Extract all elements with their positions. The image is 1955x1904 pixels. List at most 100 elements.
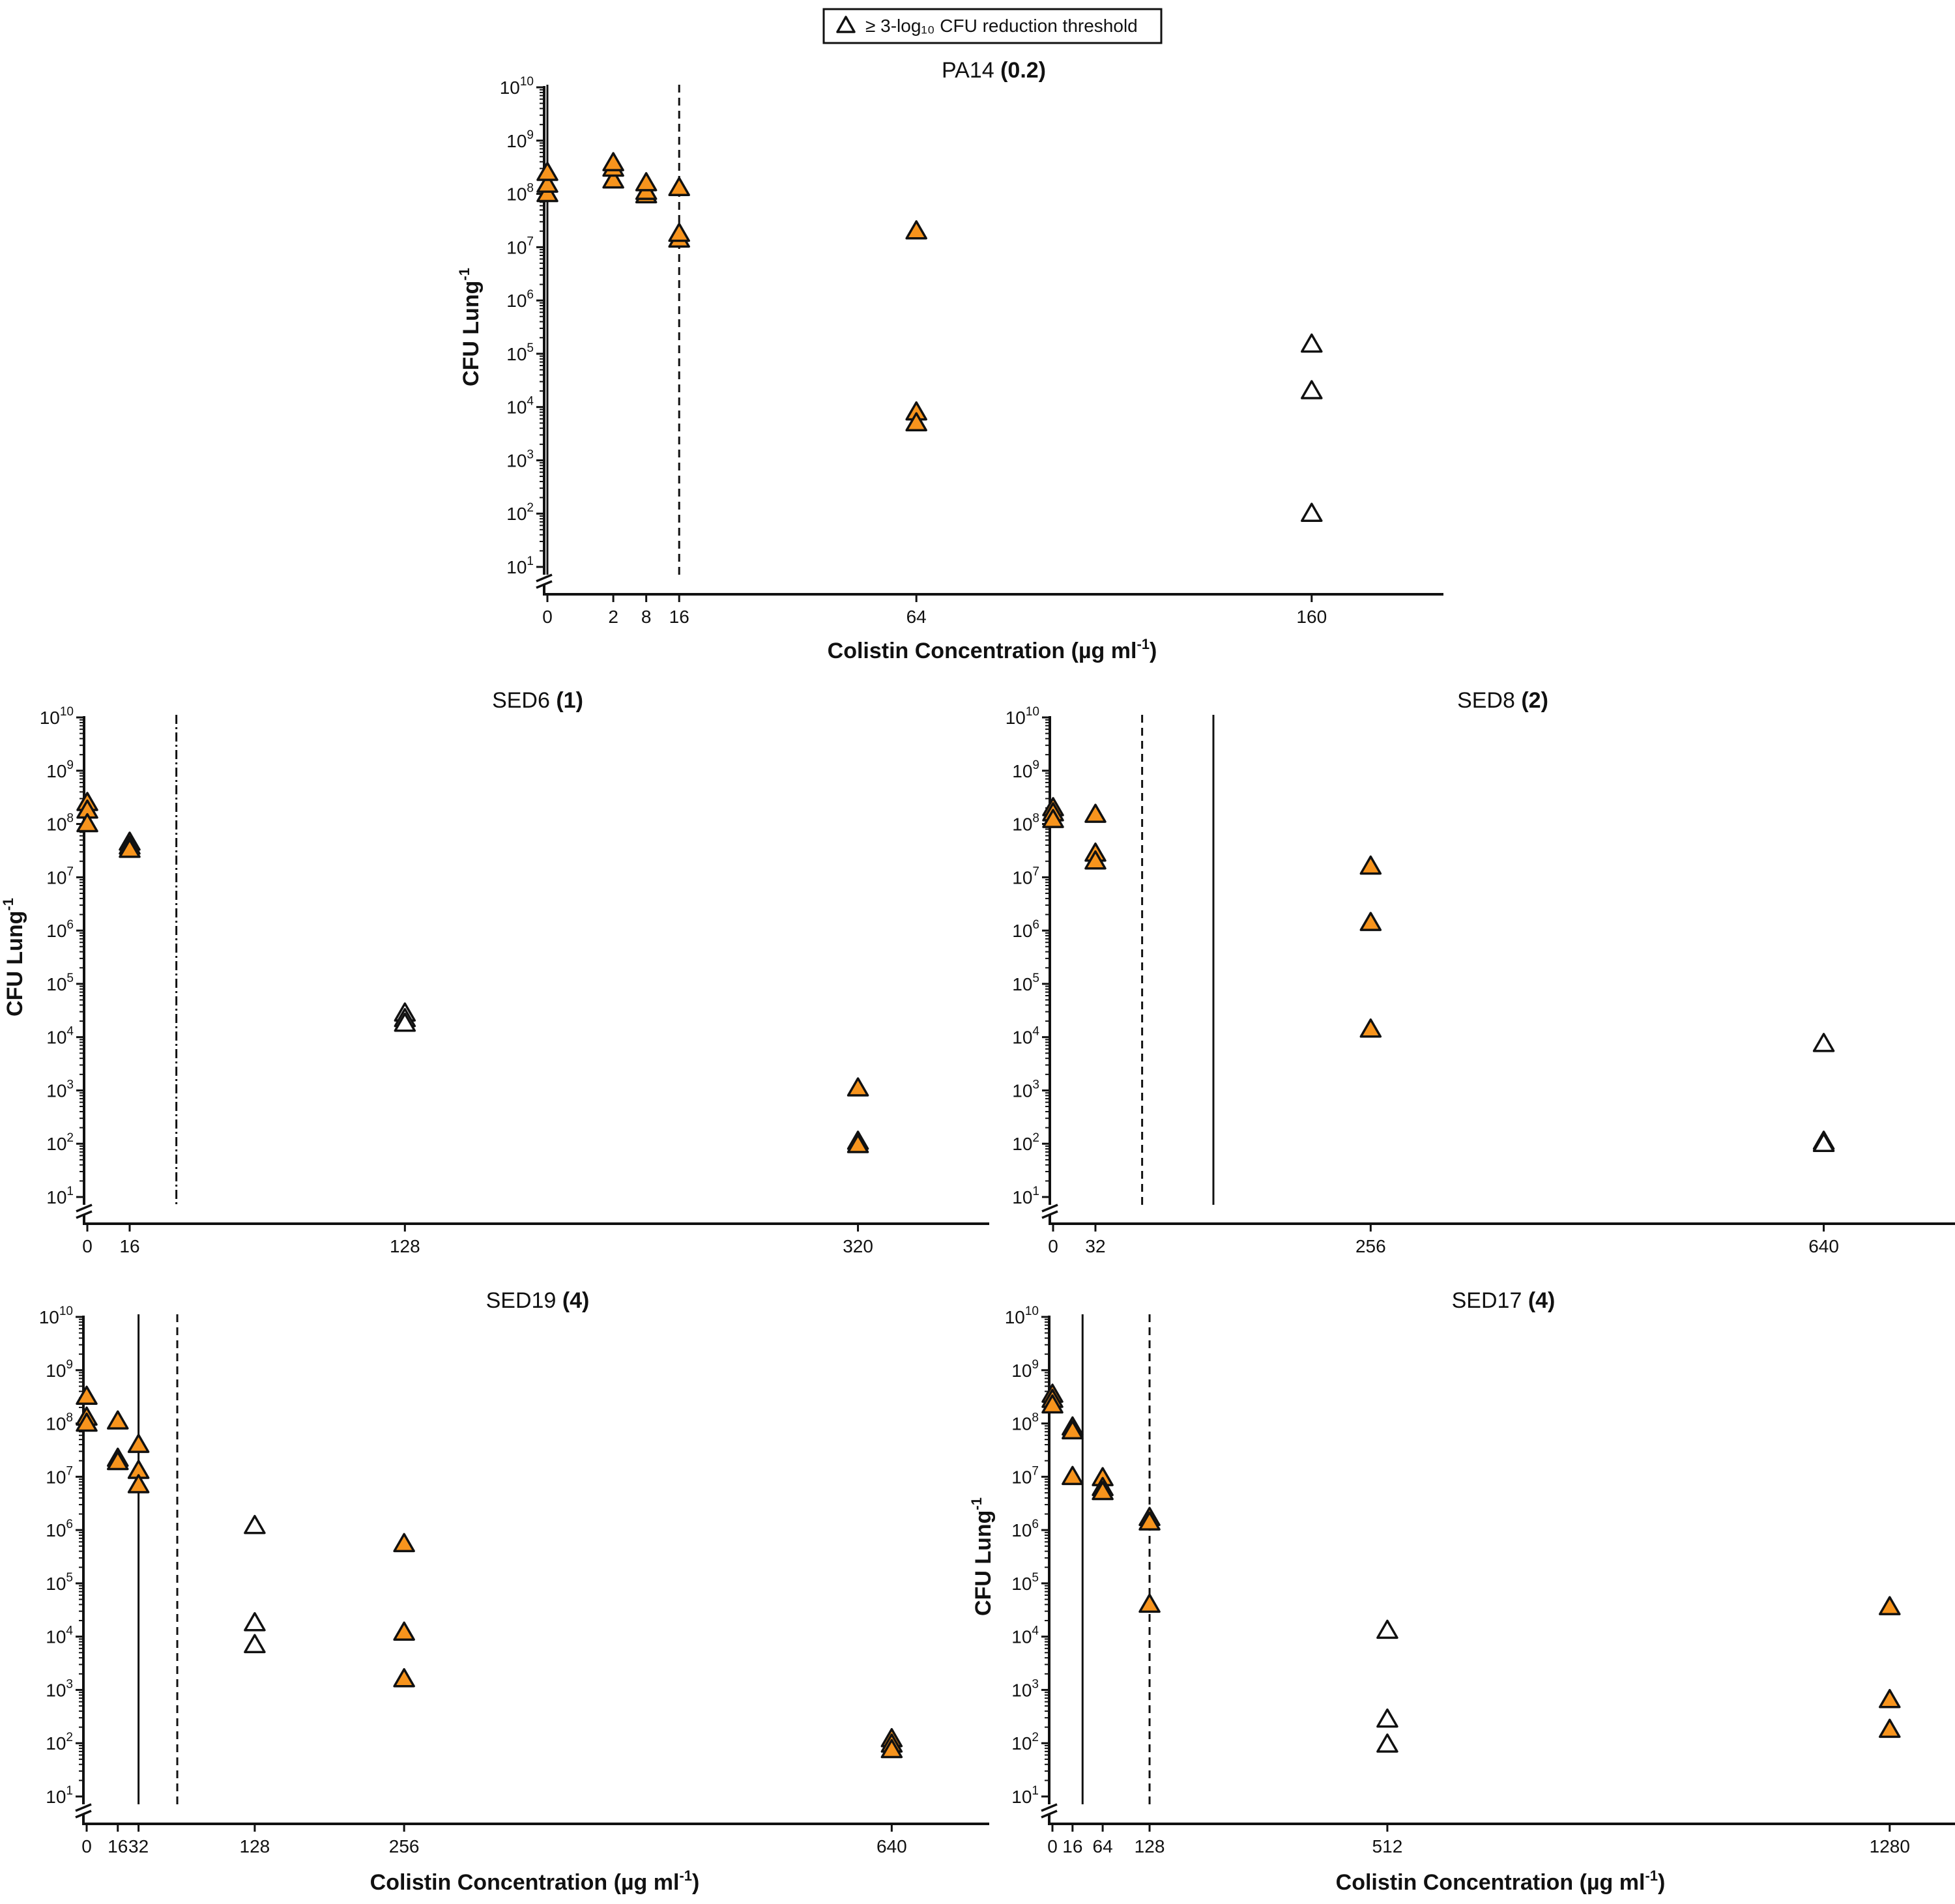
panel-title: PA14 (0.2) xyxy=(942,58,1046,83)
data-point-filled xyxy=(1041,1394,1064,1414)
y-tick-label: 1010 xyxy=(1005,1305,1039,1327)
y-axis-title-main: CFU Lung xyxy=(971,1510,996,1616)
y-tick-exp: 4 xyxy=(66,1025,74,1039)
x-tick-label: 128 xyxy=(390,1236,420,1256)
y-tick-label: 103 xyxy=(1011,1677,1039,1700)
y-tick-label: 1010 xyxy=(1006,705,1039,728)
legend-triangle-icon xyxy=(836,16,856,33)
y-tick-label: 107 xyxy=(1012,865,1039,887)
y-tick-base: 10 xyxy=(46,1574,66,1594)
data-point-open xyxy=(244,1514,266,1535)
y-axis-title: CFU Lung-1 xyxy=(968,1497,996,1616)
y-tick-label: 102 xyxy=(1012,1131,1039,1154)
y-tick-label: 103 xyxy=(506,448,534,470)
y-tick-base: 10 xyxy=(1012,761,1032,781)
panels-layer: PA14 (0.2)101102103104105106107108109101… xyxy=(0,58,1955,1895)
y-tick-exp: 1 xyxy=(527,555,534,568)
y-tick-exp: 3 xyxy=(1032,1078,1039,1091)
y-tick-base: 10 xyxy=(46,1520,66,1540)
y-tick-base: 10 xyxy=(46,1467,66,1487)
y-tick-label: 1010 xyxy=(39,1305,73,1327)
y-tick-base: 10 xyxy=(1011,1787,1032,1807)
y-tick-exp: 1 xyxy=(66,1185,74,1198)
x-tick-label: 16 xyxy=(669,607,689,627)
x-tick-label: 160 xyxy=(1296,607,1327,627)
y-tick-base: 10 xyxy=(1011,1733,1032,1753)
y-tick-exp: 6 xyxy=(1032,1518,1039,1531)
y-tick-base: 10 xyxy=(1012,1080,1032,1101)
x-tick-label: 64 xyxy=(906,607,927,627)
y-tick-base: 10 xyxy=(1011,1414,1032,1434)
data-point-filled xyxy=(536,162,558,181)
x-tick-label: 32 xyxy=(128,1836,149,1856)
panel-title: SED17 (4) xyxy=(1452,1288,1556,1313)
panel-sed8: SED8 (2)10110210310410510610710810910100… xyxy=(1006,688,1955,1256)
x-axis-title: Colistin Concentration (µg ml-1) xyxy=(1336,1868,1666,1895)
y-tick-exp: 10 xyxy=(1025,1305,1039,1318)
y-tick-base: 10 xyxy=(1011,1627,1032,1647)
data-point-filled xyxy=(107,1410,129,1430)
data-point-filled xyxy=(847,1077,869,1097)
y-tick-base: 10 xyxy=(46,1627,66,1647)
y-tick-exp: 6 xyxy=(66,918,74,932)
axis-break-mark xyxy=(75,1803,92,1812)
data-point-filled xyxy=(393,1668,415,1688)
x-axis-title-main: Colistin Concentration (µg ml xyxy=(1336,1870,1645,1895)
data-point-filled xyxy=(393,1533,415,1553)
y-tick-label: 107 xyxy=(1011,1464,1039,1487)
y-tick-label: 101 xyxy=(46,1784,73,1807)
y-tick-base: 10 xyxy=(46,1680,66,1700)
y-tick-label: 106 xyxy=(1012,918,1039,941)
x-tick-label: 320 xyxy=(843,1236,873,1256)
panel-title-name: SED6 xyxy=(492,688,556,713)
data-point-filled xyxy=(76,1412,98,1432)
x-tick-label: 640 xyxy=(1808,1236,1839,1256)
y-tick-exp: 4 xyxy=(527,395,534,409)
y-tick-exp: 7 xyxy=(1032,865,1039,878)
y-tick-base: 10 xyxy=(46,974,66,994)
x-tick-label: 2 xyxy=(608,607,618,627)
data-point-filled xyxy=(602,152,624,171)
data-point-open xyxy=(1301,502,1323,522)
y-tick-exp: 8 xyxy=(527,182,534,195)
y-tick-base: 10 xyxy=(1012,1028,1032,1048)
y-tick-label: 104 xyxy=(1011,1624,1039,1647)
y-tick-label: 109 xyxy=(46,1358,73,1381)
data-point-filled xyxy=(880,1738,903,1759)
y-tick-base: 10 xyxy=(40,708,60,728)
data-point-filled xyxy=(668,222,690,242)
data-point-filled xyxy=(1359,912,1382,931)
data-point-filled xyxy=(1359,1018,1382,1038)
y-tick-exp: 3 xyxy=(1032,1677,1039,1691)
panel-title-name: SED19 xyxy=(486,1288,562,1313)
data-point-filled xyxy=(1879,1688,1901,1709)
axis-break-mark xyxy=(536,580,553,589)
x-tick-label: 256 xyxy=(389,1836,420,1856)
y-tick-label: 102 xyxy=(506,501,534,524)
y-tick-base: 10 xyxy=(506,291,527,311)
data-point-filled xyxy=(847,1134,869,1153)
y-tick-exp: 7 xyxy=(527,235,534,248)
y-tick-exp: 5 xyxy=(66,972,74,985)
x-axis-title-main: Colistin Concentration (µg ml xyxy=(828,639,1137,663)
y-axis-title-main: CFU Lung xyxy=(3,911,27,1017)
panel-title-mic: (4) xyxy=(1528,1288,1556,1313)
y-tick-base: 10 xyxy=(46,1028,66,1048)
data-point-filled xyxy=(76,1385,98,1405)
y-tick-exp: 2 xyxy=(1032,1731,1039,1744)
y-tick-label: 106 xyxy=(46,918,74,941)
y-tick-base: 10 xyxy=(506,237,527,257)
x-tick-label: 0 xyxy=(1048,1236,1058,1256)
y-tick-label: 108 xyxy=(46,1411,73,1434)
y-tick-exp: 10 xyxy=(520,75,534,89)
y-tick-label: 105 xyxy=(46,972,74,994)
x-axis-title-tail: ) xyxy=(692,1870,699,1895)
y-tick-base: 10 xyxy=(1012,1187,1032,1207)
y-tick-base: 10 xyxy=(506,397,527,418)
panel-title-name: SED17 xyxy=(1452,1288,1528,1313)
y-tick-label: 104 xyxy=(506,395,534,418)
y-tick-exp: 3 xyxy=(527,448,534,461)
y-tick-label: 101 xyxy=(1011,1784,1039,1807)
y-tick-base: 10 xyxy=(1012,1134,1032,1154)
data-point-filled xyxy=(905,412,927,432)
